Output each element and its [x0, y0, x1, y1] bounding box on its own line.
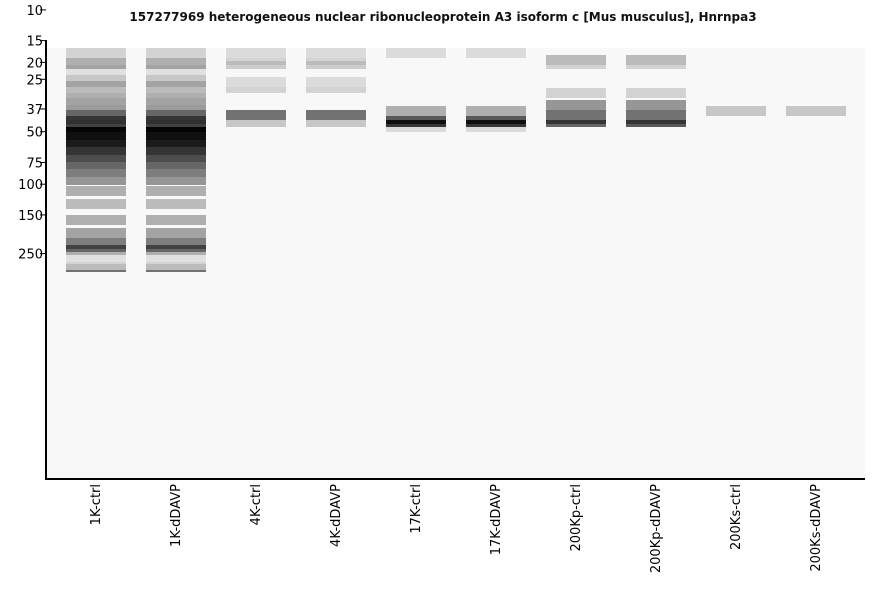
- band-lane-5-10: [386, 48, 446, 58]
- band-lane-1-18: [66, 137, 126, 147]
- band-lane-2-24: [146, 106, 206, 116]
- band-lane-1-10: [66, 215, 126, 225]
- band-lane-10-1: [786, 106, 846, 116]
- band-lane-2-40: [146, 48, 206, 58]
- band-lane-6-5: [466, 106, 526, 116]
- band-lane-1-24: [66, 106, 126, 116]
- band-lane-2-9: [146, 228, 206, 238]
- band-lane-6-10: [466, 48, 526, 58]
- y-tick-label-50: 50: [26, 126, 43, 141]
- band-lane-1-16: [66, 152, 126, 162]
- y-tick-label-10: 10: [26, 4, 43, 19]
- y-tick-label-150: 150: [18, 209, 43, 224]
- band-lane-1-14: [66, 167, 126, 177]
- lane-label-9: 200Ks-ctrl: [729, 484, 744, 550]
- band-lane-5-5: [386, 106, 446, 116]
- band-lane-1-4: [66, 252, 126, 262]
- band-lane-4-14: [306, 48, 366, 58]
- lane-label-8: 200Kp-dDAVP: [649, 484, 664, 573]
- band-lane-1-15: [66, 159, 126, 169]
- band-lane-2-19: [146, 130, 206, 140]
- lane-label-1: 1K-ctrl: [89, 484, 104, 525]
- band-lane-3-5: [226, 77, 286, 87]
- lane-label-10: 200Ks-dDAVP: [809, 484, 824, 572]
- band-lane-1-12: [66, 186, 126, 196]
- band-lane-2-12: [146, 186, 206, 196]
- chart-title: 157277969 heterogeneous nuclear ribonucl…: [129, 10, 757, 24]
- band-lane-2-16: [146, 152, 206, 162]
- band-lane-1-8: [66, 235, 126, 245]
- band-lane-3-14: [226, 48, 286, 58]
- band-lane-1-11: [66, 199, 126, 209]
- band-lane-2-2: [146, 260, 206, 270]
- band-lane-9-1: [706, 106, 766, 116]
- band-lane-7-7: [546, 55, 606, 65]
- lane-label-3: 4K-ctrl: [249, 484, 264, 525]
- band-lane-2-11: [146, 199, 206, 209]
- band-lane-2-30: [146, 71, 206, 81]
- band-lane-2-26: [146, 95, 206, 105]
- band-lane-2-29: [146, 77, 206, 87]
- y-tick-label-250: 250: [18, 248, 43, 263]
- band-lane-2-4: [146, 252, 206, 262]
- band-lane-2-31: [146, 65, 206, 75]
- y-tick-label-20: 20: [26, 56, 43, 71]
- y-tick-label-100: 100: [18, 178, 43, 193]
- band-lane-2-17: [146, 145, 206, 155]
- band-lane-3-3: [226, 110, 286, 120]
- band-lane-4-5: [306, 77, 366, 87]
- band-lane-1-31: [66, 65, 126, 75]
- band-lane-1-29: [66, 77, 126, 87]
- band-lane-7-4: [546, 100, 606, 110]
- band-lane-1-30: [66, 71, 126, 81]
- band-lane-1-28: [66, 83, 126, 93]
- band-lane-1-19: [66, 130, 126, 140]
- lane-label-4: 4K-dDAVP: [329, 484, 344, 547]
- y-tick-label-37: 37: [26, 103, 43, 118]
- band-lane-8-3: [626, 110, 686, 120]
- band-lane-2-28: [146, 83, 206, 93]
- band-lane-2-13: [146, 175, 206, 185]
- band-lane-2-10: [146, 215, 206, 225]
- lane-label-2: 1K-dDAVP: [169, 484, 184, 547]
- band-lane-1-26: [66, 95, 126, 105]
- band-lane-2-8: [146, 235, 206, 245]
- band-lane-1-40: [66, 48, 126, 58]
- y-tick-label-15: 15: [26, 35, 43, 50]
- lane-label-7: 200Kp-ctrl: [569, 484, 584, 551]
- band-lane-1-2: [66, 260, 126, 270]
- y-tick-label-25: 25: [26, 73, 43, 88]
- band-lane-1-13: [66, 175, 126, 185]
- band-lane-8-5: [626, 88, 686, 98]
- band-lane-3-4: [226, 83, 286, 93]
- band-lane-2-14: [146, 167, 206, 177]
- band-lane-1-17: [66, 145, 126, 155]
- band-lane-4-4: [306, 83, 366, 93]
- y-tick-label-75: 75: [26, 156, 43, 171]
- band-lane-2-18: [146, 137, 206, 147]
- band-lane-8-4: [626, 100, 686, 110]
- band-lane-4-3: [306, 110, 366, 120]
- band-lane-8-7: [626, 55, 686, 65]
- band-lane-7-3: [546, 110, 606, 120]
- lane-label-6: 17K-dDAVP: [489, 484, 504, 555]
- band-lane-7-5: [546, 88, 606, 98]
- band-lane-2-15: [146, 159, 206, 169]
- band-lane-1-9: [66, 228, 126, 238]
- lane-label-5: 17K-ctrl: [409, 484, 424, 534]
